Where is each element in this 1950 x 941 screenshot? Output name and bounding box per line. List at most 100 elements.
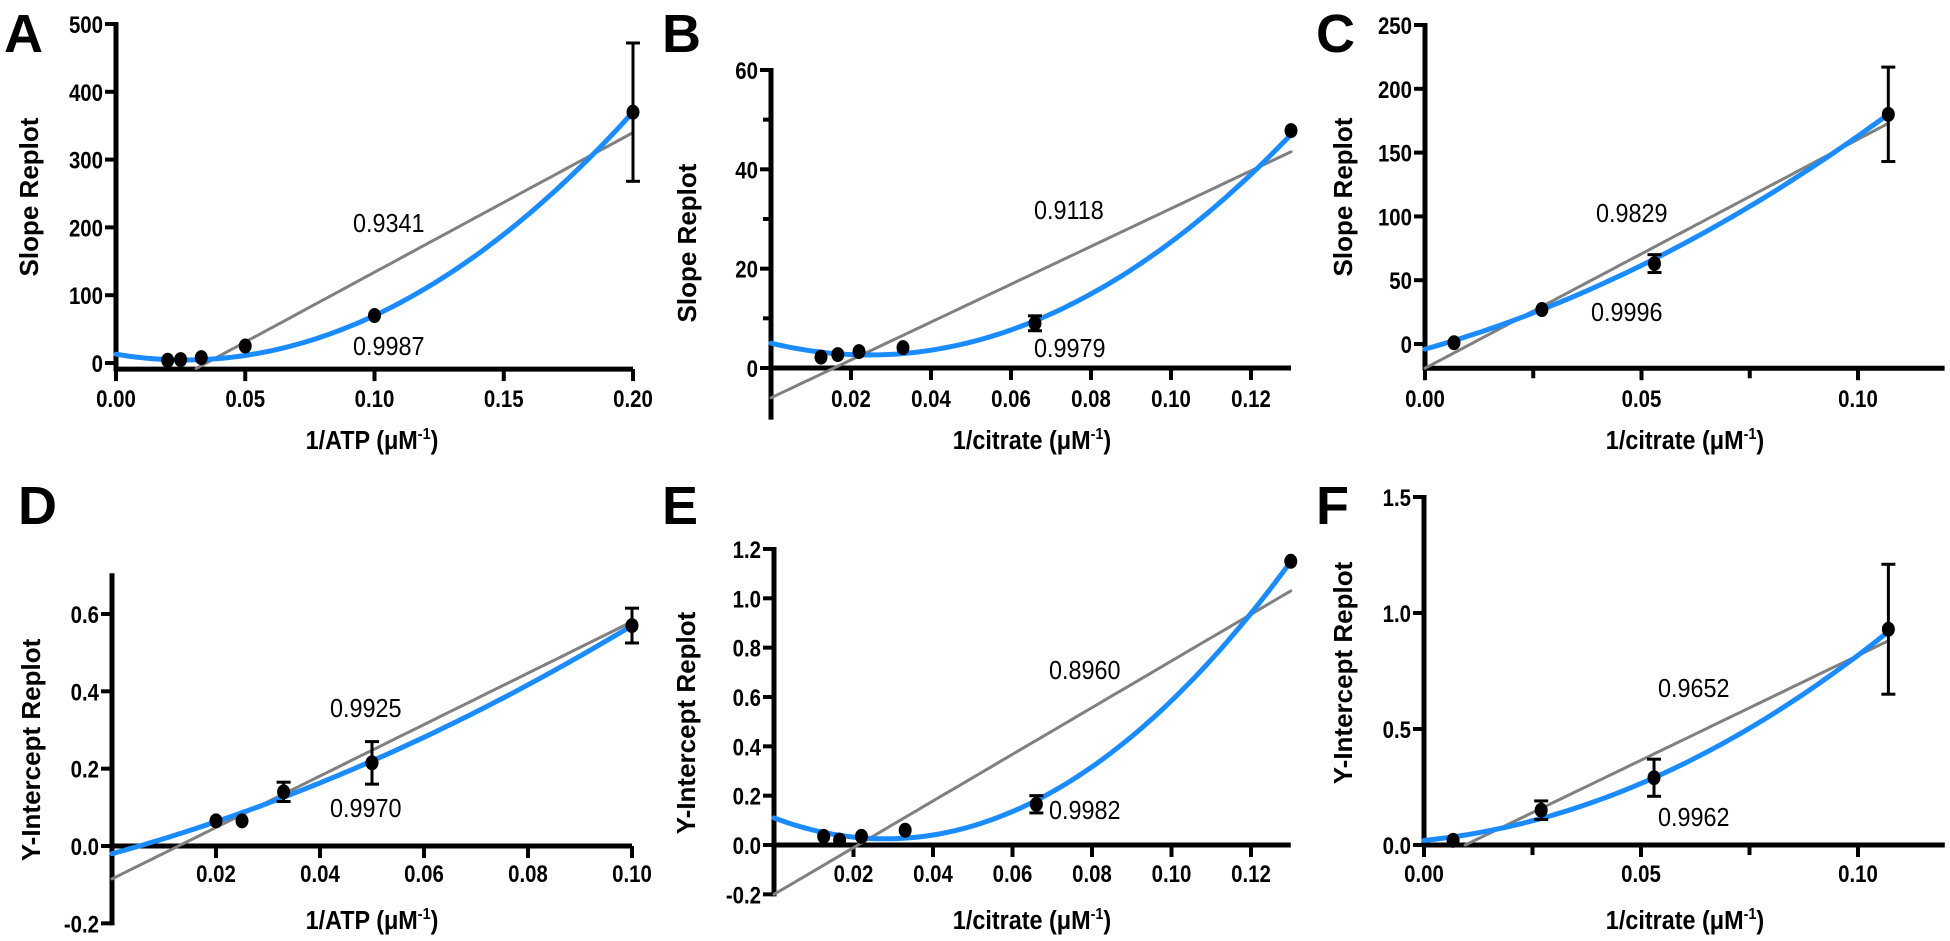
x-tick-label: 0.05 xyxy=(225,385,265,412)
y-tick-label: 0.2 xyxy=(71,756,99,783)
x-axis-label-main: 1/citrate (μM xyxy=(1606,907,1744,935)
y-tick-label: -0.2 xyxy=(64,911,99,938)
y-tick-label: 0 xyxy=(747,355,758,382)
quadratic-fit-curve xyxy=(771,559,1294,842)
x-axis-label: 1/ATP (μM-1) xyxy=(306,425,439,455)
y-tick-label: 60 xyxy=(735,57,758,84)
x-axis-label-end: ) xyxy=(1756,427,1764,455)
x-axis-label-end: ) xyxy=(1756,907,1764,935)
data-point xyxy=(1028,315,1042,331)
x-tick-label: 0.00 xyxy=(1405,385,1445,412)
x-axis-label-end: ) xyxy=(431,907,439,935)
y-axis-label: Slope Replot xyxy=(14,117,44,276)
data-point xyxy=(898,822,912,838)
x-tick-label: 0.05 xyxy=(1621,860,1661,887)
data-point xyxy=(161,352,175,368)
data-point xyxy=(852,344,866,360)
panel-letter: D xyxy=(18,476,57,536)
y-tick-label: 0.2 xyxy=(733,783,761,810)
x-tick-label: 0.12 xyxy=(1231,385,1271,412)
quadratic-r2-label: 0.9970 xyxy=(330,795,402,823)
y-tick-label: 400 xyxy=(69,79,103,106)
quadratic-r2-label: 0.9962 xyxy=(1658,804,1730,832)
quadratic-r2-label: 0.9996 xyxy=(1591,299,1663,327)
data-point xyxy=(833,832,847,848)
x-tick-label: 0.06 xyxy=(404,860,444,887)
x-axis-label: 1/citrate (μM-1) xyxy=(953,905,1111,935)
data-point xyxy=(209,813,223,829)
x-axis-label-superscript: -1 xyxy=(1744,905,1757,923)
linear-r2-label: 0.9925 xyxy=(330,695,402,723)
y-tick-label: 50 xyxy=(1389,268,1412,295)
data-point xyxy=(1029,796,1043,812)
data-point xyxy=(1535,302,1549,318)
y-tick-label: 0.5 xyxy=(1383,716,1411,743)
y-tick-label: 500 xyxy=(69,11,103,38)
x-tick-label: 0.04 xyxy=(300,860,340,887)
panel-b: B 0 20 40 60 0.02 0.04 0.06 0.08 0.10 0.12 Slope Re… xyxy=(662,4,1298,455)
linear-r2-label: 0.9652 xyxy=(1658,675,1730,703)
data-point xyxy=(1534,802,1548,818)
y-tick-label: 300 xyxy=(69,147,103,174)
x-axis-label-main: 1/ATP (μM xyxy=(306,427,418,455)
x-tick-label: 0.00 xyxy=(96,385,136,412)
x-tick-label: 0.08 xyxy=(1072,860,1112,887)
x-axis-label-superscript: -1 xyxy=(418,905,431,923)
x-tick-label: 0.12 xyxy=(1231,860,1271,887)
y-tick-label: 100 xyxy=(69,283,103,310)
data-point xyxy=(625,618,639,634)
x-tick-label: 0.04 xyxy=(911,385,951,412)
y-tick-label: 40 xyxy=(735,157,758,184)
y-tick-label: 200 xyxy=(69,215,103,242)
x-tick-label: 0.10 xyxy=(1151,385,1191,412)
x-axis-label-main: 1/citrate (μM xyxy=(953,907,1091,935)
y-tick-label: 0 xyxy=(92,350,103,377)
data-point xyxy=(1447,335,1461,351)
data-point xyxy=(814,349,828,365)
x-tick-label: 0.02 xyxy=(196,860,236,887)
x-tick-label: 0.10 xyxy=(1838,860,1878,887)
y-tick-label: 0.6 xyxy=(71,601,99,628)
y-tick-label: 1.5 xyxy=(1383,484,1411,511)
y-axis-label: Slope Replot xyxy=(1328,117,1358,276)
y-tick-label: 1.0 xyxy=(733,586,761,613)
panel-e: E -0.2 0.0 0.2 0.4 0.6 0.8 1.0 1.2 0.02 0.04 0.06 0.… xyxy=(662,476,1298,935)
x-tick-label: 0.20 xyxy=(613,385,653,412)
y-tick-label: 100 xyxy=(1378,204,1412,231)
panel-letter: E xyxy=(662,476,698,536)
panel-letter: F xyxy=(1316,476,1349,536)
data-point xyxy=(854,828,868,844)
data-point xyxy=(1284,553,1298,569)
panel-a: A 0 100 200 300 400 500 0.00 0.05 0.10 0.15 0.20 Slo… xyxy=(4,4,653,455)
data-point xyxy=(365,755,379,771)
x-tick-label: 0.02 xyxy=(834,860,874,887)
linear-fit-curve xyxy=(769,150,1293,400)
x-axis-label: 1/citrate (μM-1) xyxy=(1606,905,1764,935)
x-tick-label: 0.00 xyxy=(1404,860,1444,887)
y-tick-label: -0.2 xyxy=(726,882,761,909)
y-tick-label: 0.4 xyxy=(71,679,100,706)
quadratic-r2-label: 0.9979 xyxy=(1034,335,1106,363)
linear-fit-curve xyxy=(1423,121,1890,370)
x-axis-label-end: ) xyxy=(1103,907,1111,935)
y-tick-label: 200 xyxy=(1378,76,1412,103)
x-axis-label-superscript: -1 xyxy=(1091,425,1104,443)
y-axis-label: Y-Intercept Replot xyxy=(671,611,701,834)
x-axis-label-main: 1/citrate (μM xyxy=(1606,427,1744,455)
x-tick-label: 0.08 xyxy=(508,860,548,887)
quadratic-fit-curve xyxy=(1421,629,1891,843)
x-axis-label-end: ) xyxy=(1103,427,1111,455)
panel-letter: A xyxy=(4,4,43,64)
data-point xyxy=(831,347,845,363)
panel-f: F 0.0 0.5 1.0 1.5 0.00 0.05 0.10 Y-Intercept Rep… xyxy=(1316,476,1945,935)
x-axis-label-superscript: -1 xyxy=(418,425,431,443)
y-tick-label: 0.0 xyxy=(733,832,761,859)
y-axis-label: Y-Intercept Replot xyxy=(16,638,46,861)
y-tick-label: 0.0 xyxy=(1383,832,1411,859)
y-tick-label: 150 xyxy=(1378,140,1412,167)
x-axis-label-superscript: -1 xyxy=(1744,425,1757,443)
x-tick-label: 0.05 xyxy=(1622,385,1662,412)
y-tick-label: 20 xyxy=(735,256,758,283)
x-tick-label: 0.08 xyxy=(1071,385,1111,412)
x-tick-label: 0.10 xyxy=(1838,385,1878,412)
